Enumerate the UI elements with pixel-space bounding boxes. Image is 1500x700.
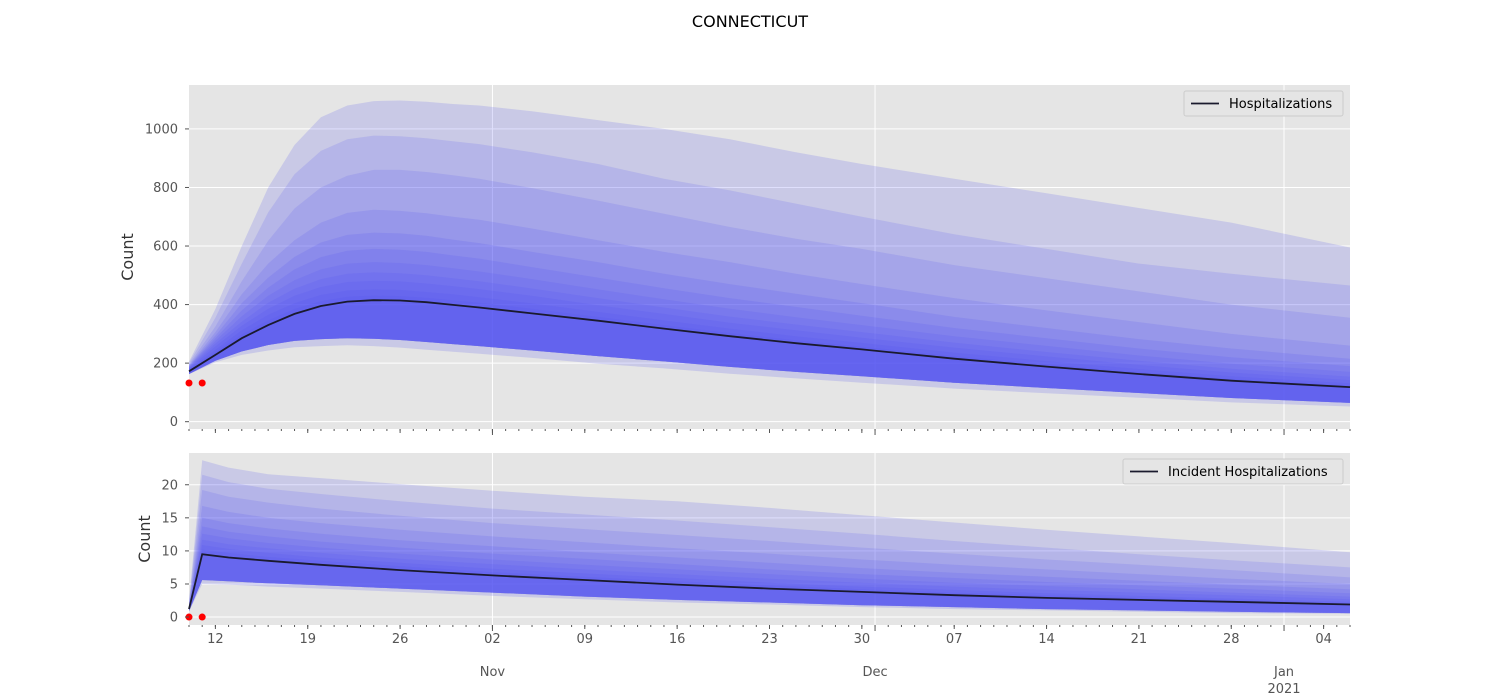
- quantile-band-8: [189, 272, 1350, 403]
- quantile-band-10: [189, 549, 1350, 614]
- chart-title: CONNECTICUT: [692, 12, 808, 31]
- legend-label: Incident Hospitalizations: [1168, 465, 1328, 480]
- x-tick-label: 09: [577, 632, 594, 647]
- y-tick-label: 10: [161, 544, 178, 559]
- quantile-band-9: [189, 280, 1350, 403]
- quantile-band-3: [189, 490, 1350, 614]
- x-major-label: Nov: [480, 665, 506, 680]
- legend-label: Hospitalizations: [1229, 97, 1332, 112]
- x-tick-label: 16: [669, 632, 686, 647]
- y-tick-label: 400: [153, 298, 178, 313]
- y-tick-label: 0: [170, 611, 178, 626]
- observed-point: [185, 379, 193, 387]
- quantile-band-3: [189, 169, 1350, 403]
- observed-point: [198, 379, 206, 387]
- legend-box: [1122, 458, 1344, 485]
- x-major-label-line: Jan: [1273, 665, 1294, 680]
- x-tick-label: 04: [1315, 632, 1332, 647]
- shared-x-axis: 12 19 26 02 09 16 23 30 07 14 21 28 04 Nov Dec Jan 2021: [207, 632, 1332, 697]
- x-tick-label: 07: [946, 632, 963, 647]
- plot-background: [189, 85, 1350, 429]
- x-tick-label: 02: [484, 632, 501, 647]
- quantile-band-8: [189, 539, 1350, 614]
- quantile-band-10: [189, 289, 1350, 403]
- hospitalizations-panel: 0 200 400 600 800 1000 Count Hospitalizations: [118, 85, 1351, 435]
- y-tick-label: 0: [170, 415, 178, 430]
- x-tick-label: 19: [299, 632, 316, 647]
- y-tick-label: 800: [153, 181, 178, 196]
- x-major-label: Jan 2021: [1267, 665, 1300, 697]
- y-axis-label: Count: [118, 233, 137, 281]
- x-major-label-line: Nov: [480, 665, 506, 680]
- median-line: [188, 553, 1351, 610]
- y-axis-label: Count: [135, 515, 154, 563]
- x-major-label-line: Dec: [862, 665, 887, 680]
- x-major-label-line: 2021: [1267, 682, 1300, 697]
- quantile-band-6: [189, 248, 1350, 403]
- quantile-band-2: [189, 135, 1350, 403]
- y-tick-label: 600: [153, 240, 178, 255]
- quantile-band-4: [189, 209, 1350, 403]
- legend-box: [1183, 90, 1344, 117]
- x-tick-label: 26: [392, 632, 409, 647]
- quantile-band-9: [189, 545, 1350, 614]
- x-tick-label: 12: [207, 632, 224, 647]
- x-major-label: Dec: [862, 665, 887, 680]
- y-tick-label: 20: [161, 478, 178, 493]
- x-tick-label: 23: [761, 632, 778, 647]
- x-tick-label: 28: [1223, 632, 1240, 647]
- incident-hospitalizations-panel: 0 5 10 15 20 Count Incident Hospitalizations: [135, 453, 1351, 631]
- quantile-band-11: [189, 295, 1350, 403]
- quantile-band-5: [189, 232, 1350, 403]
- quantile-band-6: [189, 526, 1350, 614]
- quantile-band-2: [189, 474, 1350, 614]
- x-tick-label: 14: [1038, 632, 1055, 647]
- x-tick-label: 21: [1131, 632, 1148, 647]
- median-line: [188, 299, 1351, 388]
- x-tick-label: 30: [854, 632, 871, 647]
- quantile-band-1: [189, 100, 1350, 407]
- y-tick-label: 1000: [145, 122, 178, 137]
- observed-point: [198, 613, 206, 621]
- y-tick-label: 5: [170, 577, 178, 592]
- y-tick-label: 200: [153, 357, 178, 372]
- quantile-band-7: [189, 533, 1350, 614]
- y-tick-label: 15: [161, 511, 178, 526]
- quantile-band-4: [189, 505, 1350, 614]
- quantile-band-5: [189, 517, 1350, 614]
